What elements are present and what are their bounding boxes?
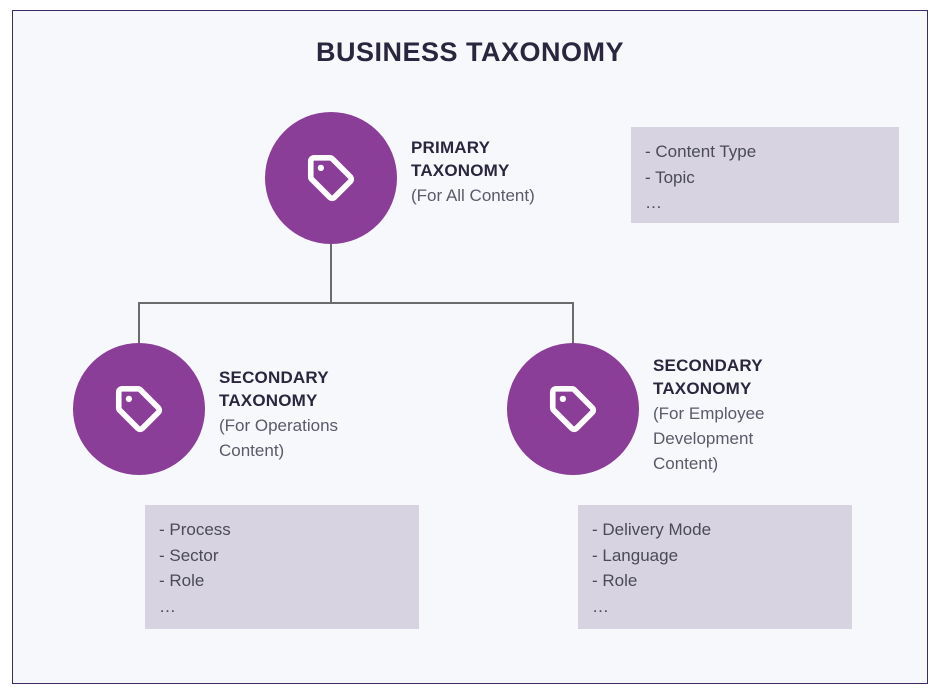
secondary-right-sub-3: Content) (653, 453, 764, 476)
primary-sub: (For All Content) (411, 185, 535, 208)
secondary-left-node-circle (73, 343, 205, 475)
list-item: - Process (159, 517, 405, 543)
primary-node-label: PRIMARY TAXONOMY (For All Content) (411, 137, 535, 208)
connector-v-left (138, 302, 140, 344)
list-item: - Topic (645, 165, 885, 191)
list-item: - Role (592, 568, 838, 594)
secondary-left-sub-2: Content) (219, 440, 338, 463)
tag-icon (112, 382, 166, 436)
primary-listbox: - Content Type - Topic … (631, 127, 899, 223)
secondary-left-heading-2: TAXONOMY (219, 390, 338, 413)
secondary-right-heading-2: TAXONOMY (653, 378, 764, 401)
secondary-left-node-label: SECONDARY TAXONOMY (For Operations Conte… (219, 367, 338, 463)
list-item: - Role (159, 568, 405, 594)
list-ellipsis: … (645, 190, 885, 216)
secondary-right-node-circle (507, 343, 639, 475)
list-item: - Sector (159, 543, 405, 569)
connector-v-right (572, 302, 574, 344)
secondary-left-listbox: - Process - Sector - Role … (145, 505, 419, 629)
tag-icon (546, 382, 600, 436)
secondary-left-sub-1: (For Operations (219, 415, 338, 438)
primary-heading-1: PRIMARY (411, 137, 535, 160)
diagram-frame: BUSINESS TAXONOMY PRIMARY TAXONOMY (For … (12, 10, 928, 684)
primary-node-circle (265, 112, 397, 244)
secondary-right-sub-1: (For Employee (653, 403, 764, 426)
list-item: - Language (592, 543, 838, 569)
list-ellipsis: … (159, 594, 405, 620)
diagram-title: BUSINESS TAXONOMY (13, 37, 927, 68)
secondary-left-heading-1: SECONDARY (219, 367, 338, 390)
secondary-right-sub-2: Development (653, 428, 764, 451)
list-item: - Content Type (645, 139, 885, 165)
list-ellipsis: … (592, 594, 838, 620)
connector-v-top (330, 244, 332, 302)
tag-icon (304, 151, 358, 205)
connector-h-bar (138, 302, 574, 304)
primary-heading-2: TAXONOMY (411, 160, 535, 183)
list-item: - Delivery Mode (592, 517, 838, 543)
secondary-right-listbox: - Delivery Mode - Language - Role … (578, 505, 852, 629)
secondary-right-node-label: SECONDARY TAXONOMY (For Employee Develop… (653, 355, 764, 476)
secondary-right-heading-1: SECONDARY (653, 355, 764, 378)
